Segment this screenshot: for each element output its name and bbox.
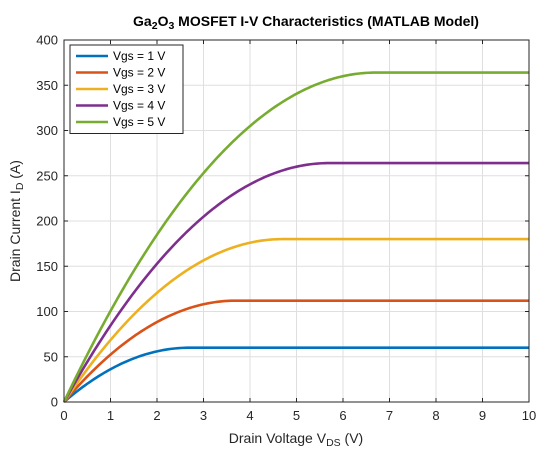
chart-title: Ga2O3 MOSFET I-V Characteristics (MATLAB… [133, 13, 479, 32]
title-part-1: 2 [152, 20, 158, 32]
x-axis-label: Drain Voltage VDS (V) [229, 430, 363, 449]
legend-label-1: Vgs = 1 V [113, 49, 165, 63]
series-line-5 [62, 71, 529, 403]
series-line-3 [62, 237, 529, 403]
y-tick-label: 300 [36, 123, 58, 138]
series-line-4 [62, 161, 529, 403]
y-tick-label: 400 [36, 33, 58, 48]
x-tick-label: 10 [522, 408, 536, 423]
legend-label-5: Vgs = 5 V [113, 115, 165, 129]
y-tick-label: 150 [36, 259, 58, 274]
y-tick-label: 250 [36, 168, 58, 183]
y-tick-label: 350 [36, 78, 58, 93]
legend-label-4: Vgs = 4 V [113, 99, 165, 113]
y-axis-label: Drain Current ID (A) [7, 160, 26, 282]
title-part-3: 3 [168, 20, 174, 32]
y-tick-label: 100 [36, 304, 58, 319]
x-tick-label: 4 [246, 408, 253, 423]
series-lines [62, 71, 529, 403]
x-tick-label: 6 [339, 408, 346, 423]
y-tick-label: 50 [44, 349, 58, 364]
x-tick-label: 7 [386, 408, 393, 423]
x-tick-label: 0 [60, 408, 67, 423]
x-tick-label: 3 [200, 408, 207, 423]
title-part-4: MOSFET I-V Characteristics (MATLAB Model… [174, 13, 479, 29]
title-part-0: Ga [133, 13, 152, 29]
ylabel-part-0: Drain Current I [7, 190, 23, 282]
series-line-2 [63, 299, 529, 403]
legend-label-3: Vgs = 3 V [113, 82, 165, 96]
title-part-2: O [158, 13, 169, 29]
y-tick-label: 200 [36, 214, 58, 229]
y-tick-label: 0 [51, 395, 58, 410]
xlabel-part-2: (V) [341, 430, 364, 446]
ylabel-part-1: D [14, 182, 26, 190]
xlabel-part-1: DS [326, 437, 341, 449]
legend: Vgs = 1 V Vgs = 2 V Vgs = 3 V Vgs = 4 V Vgs … [69, 44, 184, 134]
x-tick-label: 9 [479, 408, 486, 423]
x-tick-label: 1 [107, 408, 114, 423]
x-tick-label: 2 [153, 408, 160, 423]
series-line-1 [63, 346, 529, 403]
x-tick-label: 5 [293, 408, 300, 423]
legend-label-2: Vgs = 2 V [113, 66, 165, 80]
xlabel-part-0: Drain Voltage V [229, 430, 327, 446]
ylabel-part-2: (A) [7, 160, 23, 183]
x-tick-label: 8 [432, 408, 439, 423]
